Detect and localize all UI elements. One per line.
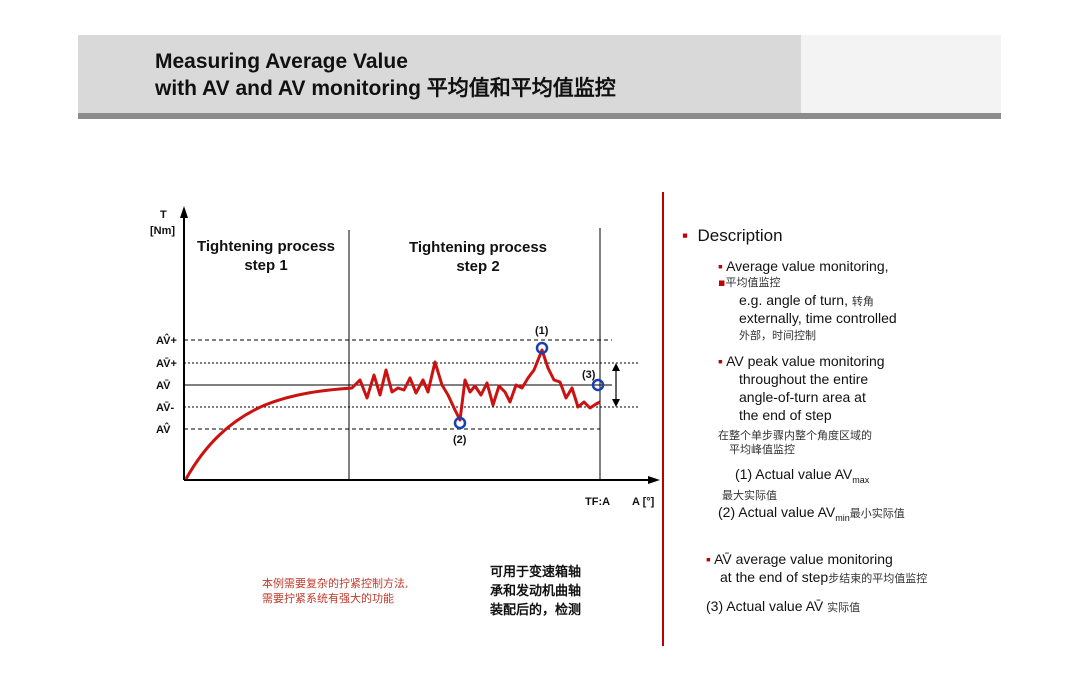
red-note: 本例需要复杂的拧紧控制方法, 需要拧紧系统有强大的功能	[262, 576, 409, 606]
description-heading-text: Description	[697, 226, 783, 245]
red-note-line1: 本例需要复杂的拧紧控制方法,	[262, 577, 409, 590]
red-note-line2: 需要拧紧系统有强大的功能	[262, 592, 394, 605]
x-axis-end-label: TF:A	[585, 496, 610, 508]
bullet-icon: ▪	[718, 258, 723, 274]
range-arrow-head-top	[612, 363, 620, 371]
point-label-3: (3)	[582, 369, 596, 381]
desc-item-2-line3: angle-of-turn area at	[739, 388, 866, 406]
desc-item-2-line4: the end of step	[739, 406, 832, 424]
level-label-av-peak: AV̂	[156, 423, 171, 436]
desc-text: AV̄ average value monitoring	[714, 551, 893, 567]
range-arrow-head-bottom	[612, 399, 620, 407]
desc-item-1-sub2: externally, time controlled	[739, 309, 897, 327]
desc-text-cn: 转角	[851, 295, 874, 308]
desc-item-3: ▪ AV̄ average value monitoring	[706, 550, 893, 568]
y-axis-arrow	[180, 206, 188, 218]
point-label-2: (2)	[453, 434, 467, 446]
title-line-1: Measuring Average Value	[155, 50, 408, 73]
header-right-panel	[801, 35, 1001, 113]
point-label-1: (1)	[535, 325, 549, 337]
desc-text: (1) Actual value AV	[735, 466, 853, 482]
desc-item-2-cn-1: 在整个单步骤内整个角度区域的	[718, 427, 872, 443]
desc-text-cn: 外部，时间控制	[739, 329, 816, 342]
desc-text: e.g. angle of turn,	[739, 292, 848, 308]
desc-text: at the end of step	[720, 569, 829, 585]
desc-text-cn: 平均峰值监控	[729, 443, 795, 456]
x-axis-arrow	[648, 476, 660, 484]
desc-text: (3) Actual value AV̄	[706, 598, 824, 614]
torque-curve	[184, 348, 601, 480]
actual-max-cn: 最大实际值	[722, 487, 777, 503]
usage-note-line1: 可用于变速箱轴	[490, 564, 582, 579]
y-axis-label-unit: [Nm]	[150, 225, 175, 237]
end-point-marker	[591, 378, 605, 392]
desc-item-2: ▪ AV peak value monitoring	[718, 352, 885, 370]
bullet-icon: ▪	[706, 551, 711, 567]
desc-item-3-line2: at the end of step步结束的平均值监控	[720, 568, 927, 588]
x-axis-label: A [°]	[632, 496, 655, 508]
level-label-av-peak-plus: AV̂+	[156, 334, 177, 347]
max-point-marker	[535, 341, 549, 355]
step2-label-line2: step 2	[456, 258, 499, 275]
level-label-av: AV̄	[156, 380, 171, 392]
desc-text: Average value monitoring,	[726, 258, 889, 274]
page-title: Measuring Average Value with AV and AV m…	[155, 48, 616, 102]
min-point-marker	[453, 416, 467, 430]
desc-item-2-line2: throughout the entire	[739, 370, 868, 388]
usage-note-line2: 承和发动机曲轴	[490, 583, 582, 598]
desc-text-cn: 平均值监控	[725, 276, 781, 289]
desc-text-cn: 实际值	[827, 601, 861, 614]
usage-note-line3: 装配后的，检测	[490, 602, 582, 617]
step1-label-line1: Tightening process	[197, 238, 335, 255]
desc-item-1: ▪ Average value monitoring,	[718, 257, 889, 275]
desc-item-1-cn: ▪平均值监控	[718, 274, 780, 290]
desc-text-cn: 在整个单步骤内整个角度区域的	[718, 429, 872, 442]
actual-max-line: (1) Actual value AVmax	[735, 465, 869, 489]
y-axis-label-t: T	[160, 209, 167, 221]
desc-text: (2) Actual value AV	[718, 504, 836, 520]
desc-text: externally, time controlled	[739, 310, 897, 326]
desc-item-1-sub2-cn: 外部，时间控制	[739, 327, 816, 343]
usage-note: 可用于变速箱轴 承和发动机曲轴 装配后的，检测	[490, 562, 581, 619]
header-band	[78, 35, 801, 113]
level-label-av-minus: AV̄-	[156, 402, 174, 414]
desc-text: angle-of-turn area at	[739, 389, 866, 405]
bullet-icon: ▪	[682, 226, 689, 245]
desc-text-cn: 步结束的平均值监控	[828, 572, 928, 585]
desc-subscript: min	[835, 512, 850, 523]
actual-min-line: (2) Actual value AVmin最小实际值	[718, 503, 905, 527]
level-label-av-plus: AV̄+	[156, 358, 177, 370]
desc-text: the end of step	[739, 407, 832, 423]
desc-item-1-sub: e.g. angle of turn, 转角	[739, 291, 874, 311]
desc-text: throughout the entire	[739, 371, 869, 387]
divider-line	[662, 192, 664, 646]
step2-label-line1: Tightening process	[409, 239, 547, 256]
desc-item-2-cn-2: 平均峰值监控	[729, 441, 795, 457]
description-heading: ▪ Description	[682, 226, 783, 246]
title-line-2: with AV and AV monitoring 平均值和平均值监控	[155, 77, 616, 100]
bullet-icon: ▪	[718, 276, 726, 289]
desc-text-cn: 最大实际值	[722, 489, 777, 502]
desc-subscript: max	[852, 474, 870, 485]
header-rule	[78, 113, 1001, 119]
desc-text-cn: 最小实际值	[849, 507, 905, 520]
bullet-icon: ▪	[718, 353, 723, 369]
actual-av-line: (3) Actual value AV̄ 实际值	[706, 597, 860, 617]
desc-text: AV peak value monitoring	[726, 353, 885, 369]
step1-label-line2: step 1	[244, 257, 287, 274]
